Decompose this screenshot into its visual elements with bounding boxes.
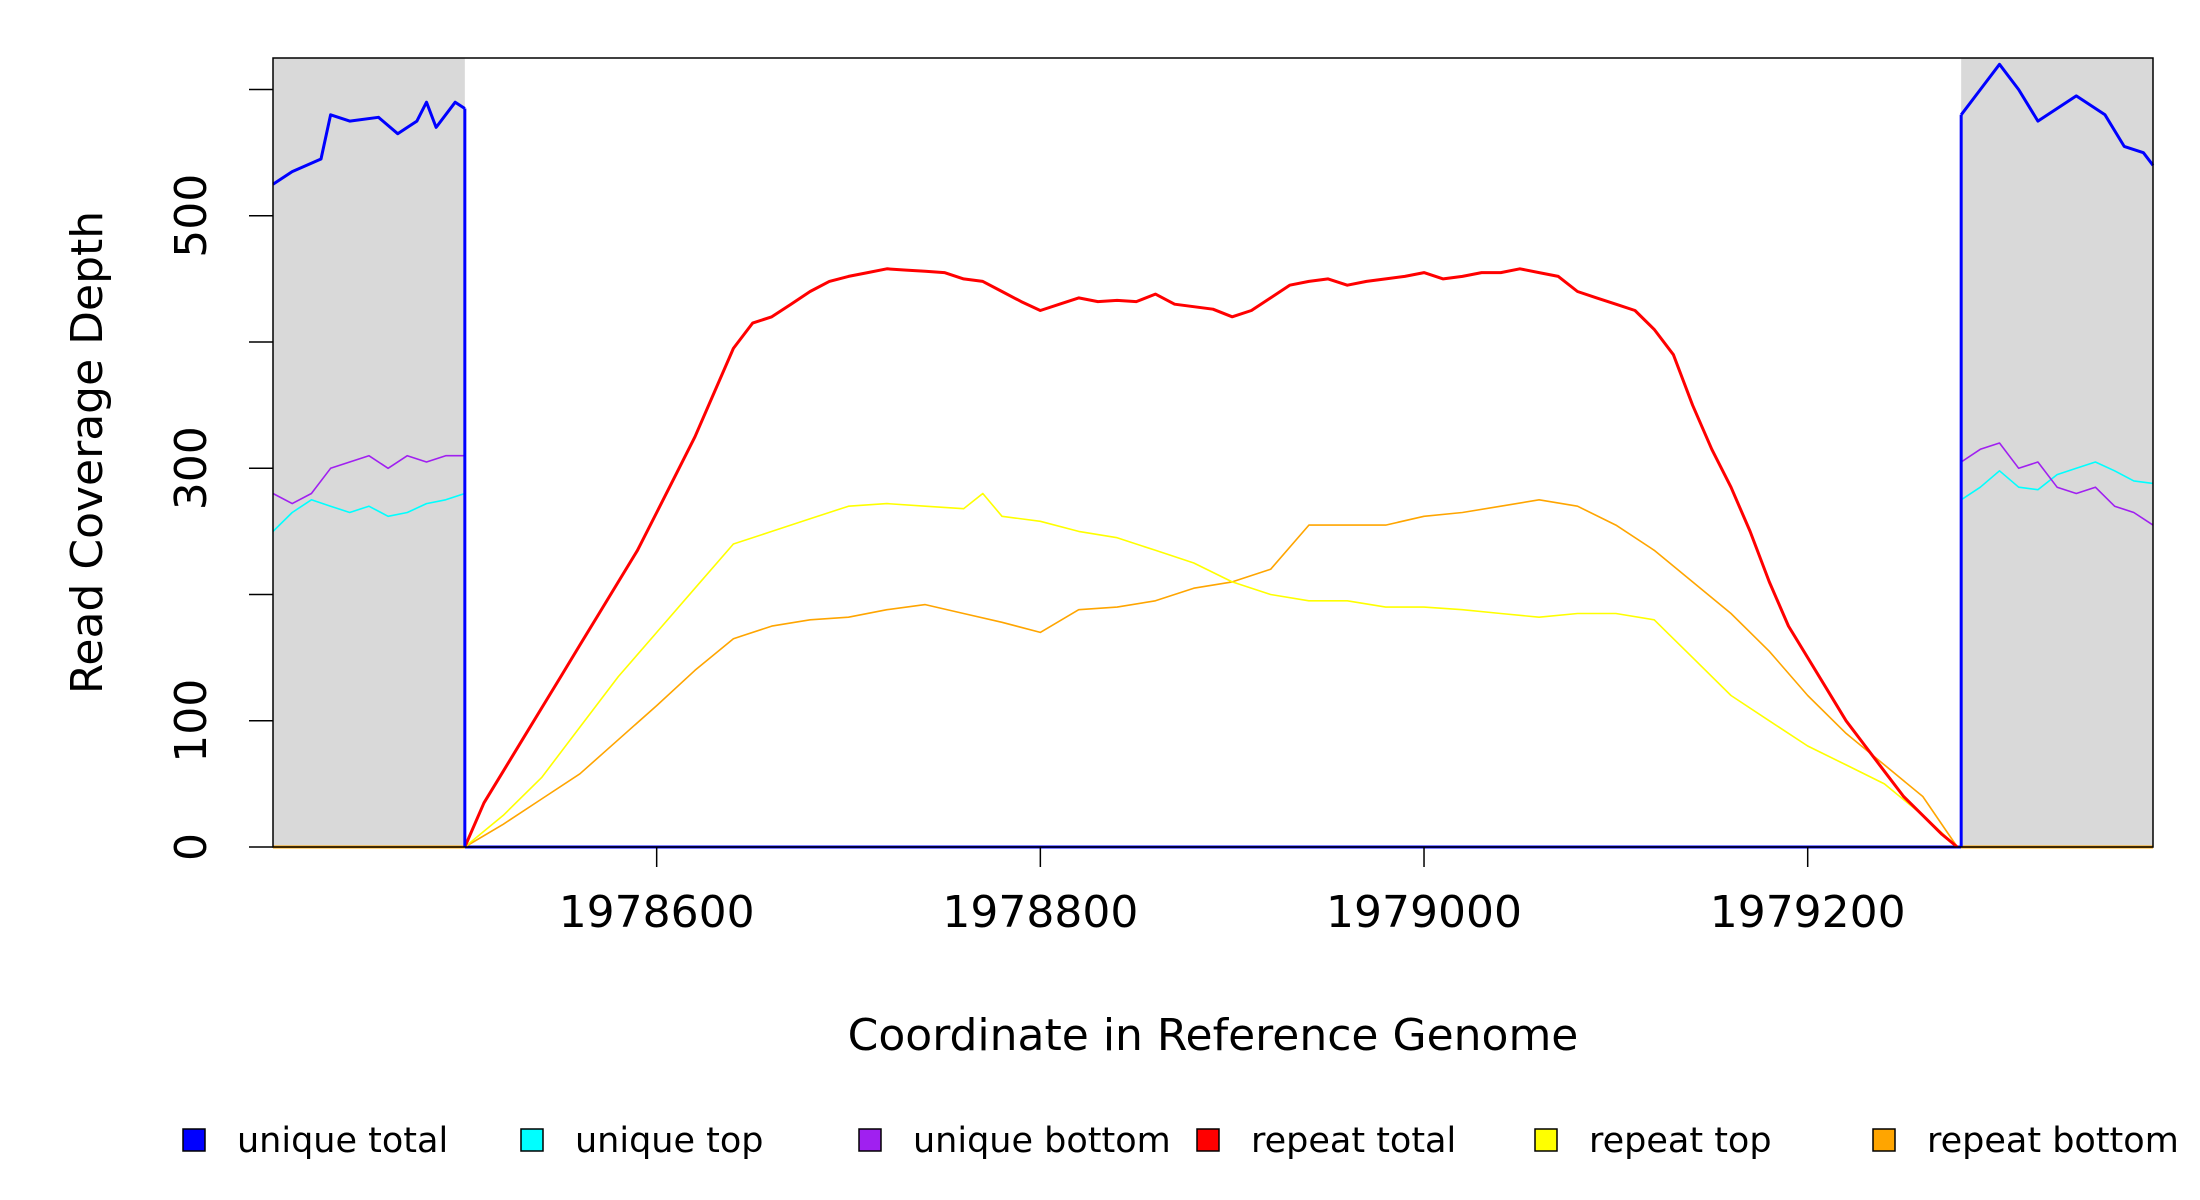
legend-label-unique-top: unique top: [575, 1121, 764, 1161]
legend-label-repeat-bottom: repeat bottom: [1927, 1121, 2179, 1161]
series-line-repeat-top: [464, 492, 1958, 848]
y-tick-label: 100: [166, 679, 217, 763]
legend-label-repeat-total: repeat total: [1251, 1121, 1456, 1161]
legend-label-unique-total: unique total: [237, 1121, 448, 1161]
legend-swatch-unique-bottom: [858, 1128, 882, 1152]
shaded-region: [273, 58, 465, 847]
legend-label-unique-bottom: unique bottom: [913, 1121, 1171, 1161]
series-line-unique-top: [272, 492, 466, 532]
series-lines: [272, 62, 2155, 849]
legend-swatch-unique-total: [182, 1128, 206, 1152]
y-tick-label: 0: [166, 833, 217, 861]
series-line-unique-total: [1960, 62, 2155, 167]
legend-label-repeat-top: repeat top: [1589, 1121, 1772, 1161]
legend-swatch-repeat-top: [1534, 1128, 1558, 1152]
shaded-region: [1961, 58, 2153, 847]
y-tick-label: 500: [166, 174, 217, 258]
x-axis-title: Coordinate in Reference Genome: [848, 1010, 1579, 1061]
series-line-unique-total: [272, 100, 466, 186]
x-tick-label: 1978800: [942, 887, 1138, 938]
y-tick-label: 300: [166, 426, 217, 510]
legend: unique total unique top unique bottom repea…: [182, 1121, 2179, 1161]
series-line-repeat-bottom: [464, 498, 1958, 848]
y-axis-title: Read Coverage Depth: [62, 211, 113, 694]
x-tick-label: 1979000: [1326, 887, 1522, 938]
series-line-unique-bottom: [272, 454, 465, 505]
series-line-unique-bottom: [1960, 442, 2154, 526]
legend-swatch-repeat-total: [1196, 1128, 1220, 1152]
x-tick-label: 1979200: [1710, 887, 1906, 938]
series-line-repeat-total: [463, 267, 1959, 849]
legend-swatch-unique-top: [520, 1128, 544, 1152]
plot-frame: [272, 57, 2154, 848]
shaded-regions: [273, 58, 2153, 847]
series-line-unique-top: [1960, 461, 2154, 501]
x-tick-label: 1978600: [559, 887, 755, 938]
legend-swatch-repeat-bottom: [1872, 1128, 1896, 1152]
axes: 1978600 1978800 1979000 1979200 0 100 300 500 Co…: [62, 57, 2154, 1061]
